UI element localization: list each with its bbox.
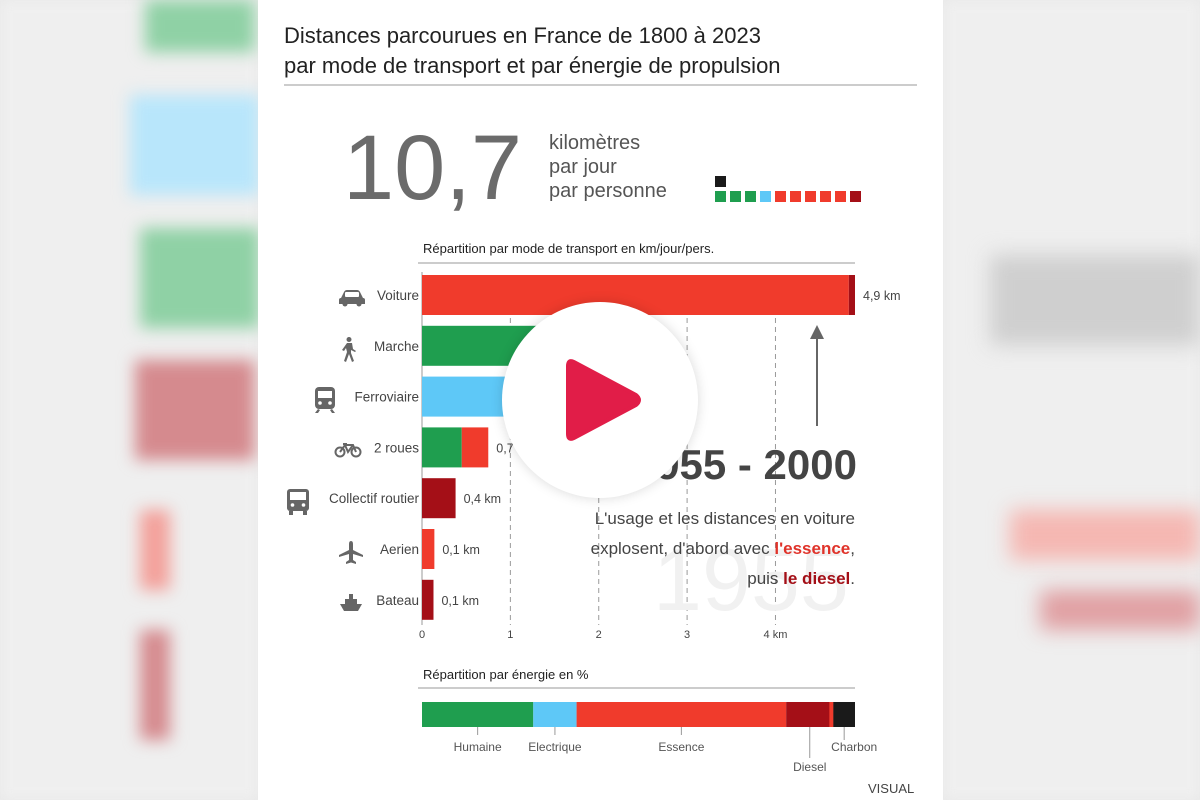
energy-label: Diesel bbox=[793, 760, 826, 774]
energy-segment-electrique bbox=[533, 702, 577, 727]
energy-segment-diesel bbox=[786, 702, 834, 727]
category-label: Marche bbox=[374, 339, 419, 354]
play-button[interactable] bbox=[502, 302, 698, 498]
legend-square bbox=[820, 191, 831, 202]
bar-segment-essence bbox=[461, 427, 489, 468]
energy-label: Electrique bbox=[528, 740, 582, 754]
infographic-svg: Distances parcourues en France de 1800 à… bbox=[284, 23, 917, 796]
x-tick-label: 1 bbox=[507, 629, 513, 641]
walk-icon bbox=[342, 337, 356, 362]
legend-square bbox=[745, 191, 756, 202]
blurred-right-panel bbox=[943, 0, 1200, 800]
car-icon bbox=[339, 290, 365, 307]
headline-unit-line1: kilomètres bbox=[549, 132, 640, 154]
blurred-shape bbox=[135, 360, 255, 460]
energy-chart-title: Répartition par énergie en % bbox=[423, 667, 589, 682]
bar-value-label: 0,4 km bbox=[464, 492, 502, 506]
blurred-shape bbox=[130, 95, 260, 195]
legend-square bbox=[790, 191, 801, 202]
x-tick-label: 2 bbox=[596, 629, 602, 641]
annotation-arrow-head bbox=[810, 325, 824, 339]
blurred-shape bbox=[1040, 590, 1200, 630]
mode-chart-x-ticks: 0 1 2 3 4 km bbox=[419, 629, 787, 641]
bar-segment-diesel bbox=[422, 478, 456, 519]
bar-segment-diesel bbox=[848, 275, 855, 315]
legend-square bbox=[805, 191, 816, 202]
title-line1: Distances parcourues en France de 1800 à… bbox=[284, 23, 761, 48]
boat-icon bbox=[340, 594, 362, 611]
energy-segment-humaine bbox=[422, 702, 534, 727]
blurred-shape bbox=[140, 630, 170, 740]
energy-label: Essence bbox=[658, 740, 704, 754]
x-tick-label: 3 bbox=[684, 629, 690, 641]
category-label: Voiture bbox=[377, 288, 419, 303]
category-label: Aerien bbox=[380, 542, 419, 557]
energy-label: Charbon bbox=[831, 740, 877, 754]
category-label: Collectif routier bbox=[329, 491, 420, 506]
bike-icon bbox=[334, 443, 362, 458]
blurred-shape bbox=[1010, 510, 1200, 560]
category-label: Ferroviaire bbox=[354, 390, 419, 405]
legend-square bbox=[835, 191, 846, 202]
bar-value-label: 0,1 km bbox=[441, 594, 479, 608]
legend-square bbox=[775, 191, 786, 202]
x-tick-label: 4 km bbox=[764, 629, 788, 641]
bar-segment-diesel bbox=[422, 579, 434, 620]
energy-label: Humaine bbox=[454, 740, 502, 754]
legend-square bbox=[730, 191, 741, 202]
bus-icon bbox=[287, 489, 309, 515]
bar-value-label: 4,9 km bbox=[863, 289, 901, 303]
blurred-shape bbox=[990, 255, 1200, 345]
legend-square bbox=[715, 191, 726, 202]
plane-icon bbox=[339, 541, 363, 564]
year-watermark: 1955 bbox=[653, 530, 849, 629]
footer-brand: VISUAL bbox=[868, 781, 914, 796]
headline-unit-line2: par jour bbox=[549, 156, 617, 178]
legend-square-top bbox=[715, 176, 726, 187]
annotation-line2: explosent, d'abord avec l'essence, bbox=[591, 539, 855, 558]
annotation-line3: puis le diesel. bbox=[747, 569, 855, 588]
legend-square bbox=[760, 191, 771, 202]
annotation-line1: L'usage et les distances en voiture bbox=[595, 509, 855, 528]
headline-unit-line3: par personne bbox=[549, 180, 667, 202]
blurred-shape bbox=[140, 228, 260, 328]
x-tick-label: 0 bbox=[419, 629, 425, 641]
headline-value: 10,7 bbox=[343, 117, 522, 219]
energy-segment-charbon bbox=[833, 702, 855, 727]
blurred-shape bbox=[140, 510, 170, 590]
mode-chart-title: Répartition par mode de transport en km/… bbox=[423, 241, 714, 256]
energy-square-legend bbox=[715, 176, 861, 202]
bar-value-label: 0,1 km bbox=[442, 543, 480, 557]
legend-square bbox=[850, 191, 861, 202]
infographic-card: Distances parcourues en France de 1800 à… bbox=[258, 0, 943, 800]
energy-segment-essence bbox=[576, 702, 787, 727]
train-icon bbox=[315, 387, 335, 413]
play-icon bbox=[566, 359, 641, 441]
energy-segment-sliver bbox=[829, 702, 834, 727]
title-line2: par mode de transport et par énergie de … bbox=[284, 53, 781, 78]
bar-segment-essence bbox=[422, 529, 435, 569]
bar-segment-humaine bbox=[422, 427, 462, 468]
blurred-shape bbox=[145, 0, 255, 52]
category-label: Bateau bbox=[376, 593, 419, 608]
energy-stacked-bar: Humaine Electrique Essence Diesel Charbon bbox=[422, 702, 877, 774]
category-label: 2 roues bbox=[374, 440, 419, 455]
